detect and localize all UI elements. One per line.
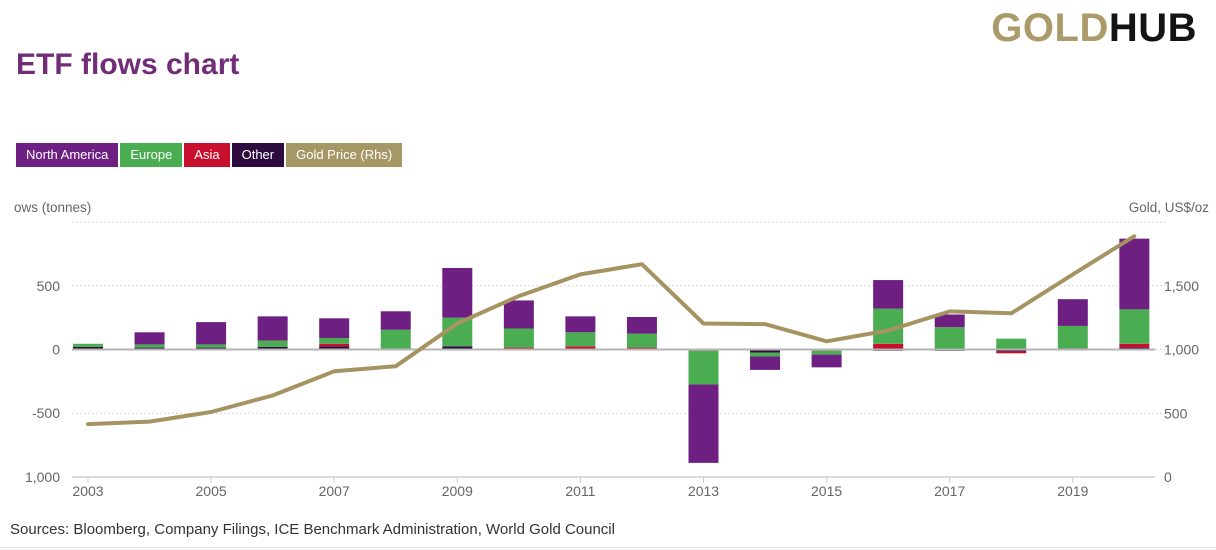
- bar-segment-north-america-2020[interactable]: [1119, 238, 1150, 310]
- bar-segment-other-2006[interactable]: [257, 346, 288, 350]
- bar-segment-europe-2007[interactable]: [319, 338, 350, 344]
- bar-segment-north-america-2010[interactable]: [503, 300, 534, 329]
- goldhub-logo[interactable]: GOLDHUB: [991, 8, 1197, 48]
- legend-item-label: Gold Price (Rhs): [296, 147, 393, 162]
- logo-hub-text: HUB: [1108, 6, 1197, 50]
- x-axis-label-2007: 2007: [319, 483, 350, 499]
- bar-segment-europe-2008[interactable]: [380, 329, 411, 349]
- legend-item-label: Asia: [194, 147, 220, 162]
- chart-legend: North America Europe Asia Other Gold Price (…: [16, 143, 403, 167]
- bar-segment-other-2003[interactable]: [73, 346, 103, 350]
- bar-segment-asia-2018[interactable]: [996, 351, 1027, 354]
- bar-segment-europe-2005[interactable]: [196, 344, 227, 348]
- right-axis-label-500: 500: [1164, 405, 1188, 421]
- bar-segment-europe-2012[interactable]: [626, 333, 657, 348]
- bar-segment-europe-2003[interactable]: [73, 343, 103, 347]
- bar-segment-europe-2010[interactable]: [503, 328, 534, 348]
- bar-segment-asia-2012[interactable]: [626, 347, 657, 349]
- left-axis-title: ows (tonnes): [14, 200, 92, 215]
- bar-segment-europe-2006[interactable]: [257, 340, 288, 347]
- bar-segment-europe-2013[interactable]: [688, 350, 719, 385]
- bar-segment-north-america-2005[interactable]: [196, 322, 227, 345]
- right-axis-label-1,500: 1,500: [1164, 278, 1199, 294]
- bar-segment-other-2007[interactable]: [319, 346, 350, 350]
- bar-segment-north-america-2013[interactable]: [688, 384, 719, 463]
- right-axis-label-0: 0: [1164, 469, 1172, 485]
- bar-segment-other-2014[interactable]: [750, 349, 781, 353]
- bar-segment-europe-2019[interactable]: [1057, 325, 1088, 349]
- bar-segment-north-america-2006[interactable]: [257, 316, 288, 341]
- x-axis-label-2017: 2017: [934, 483, 965, 499]
- sources-text: Sources: Bloomberg, Company Filings, ICE…: [10, 521, 615, 538]
- bar-segment-other-2009[interactable]: [442, 346, 473, 350]
- bar-segment-north-america-2014[interactable]: [750, 356, 781, 370]
- bar-segment-europe-2014[interactable]: [750, 352, 781, 357]
- left-axis-label-500: 500: [37, 278, 61, 294]
- legend-item-asia[interactable]: Asia: [184, 143, 230, 167]
- legend-item-north-america[interactable]: North America: [16, 143, 119, 167]
- right-axis-title: Gold, US$/oz: [1128, 200, 1209, 215]
- bar-segment-europe-2004[interactable]: [134, 344, 165, 348]
- left-axis-label-0: 0: [52, 342, 60, 358]
- x-axis-label-2011: 2011: [565, 483, 595, 499]
- bar-segment-north-america-2012[interactable]: [626, 317, 657, 334]
- bar-segment-europe-2015[interactable]: [811, 350, 842, 355]
- legend-item-other[interactable]: Other: [231, 143, 285, 167]
- x-axis-label-2015: 2015: [811, 483, 842, 499]
- bar-segment-north-america-2015[interactable]: [811, 354, 842, 368]
- x-axis-label-2009: 2009: [442, 483, 473, 499]
- legend-item-gold-price-rhs[interactable]: Gold Price (Rhs): [286, 143, 403, 167]
- legend-item-label: Europe: [130, 147, 173, 162]
- x-axis-label-2005: 2005: [196, 483, 227, 499]
- bar-segment-europe-2020[interactable]: [1119, 309, 1150, 344]
- right-axis-label-1,000: 1,000: [1164, 342, 1199, 358]
- legend-item-label: North America: [26, 147, 109, 162]
- page-title: ETF flows chart: [16, 48, 240, 81]
- bar-segment-north-america-2011[interactable]: [565, 316, 596, 333]
- bar-segment-europe-2018[interactable]: [996, 338, 1027, 350]
- bar-segment-asia-2007[interactable]: [319, 343, 350, 347]
- x-axis-label-2003: 2003: [72, 483, 103, 499]
- page-divider: [0, 547, 1216, 548]
- bar-segment-north-america-2009[interactable]: [442, 267, 473, 318]
- x-axis-label-2013: 2013: [688, 483, 719, 499]
- bar-segment-north-america-2007[interactable]: [319, 318, 350, 339]
- bar-segment-europe-2017[interactable]: [934, 327, 965, 350]
- legend-item-europe[interactable]: Europe: [120, 143, 183, 167]
- bar-segment-north-america-2016[interactable]: [873, 280, 904, 309]
- bar-segment-asia-2016[interactable]: [873, 343, 904, 350]
- bar-segment-asia-2020[interactable]: [1119, 343, 1150, 348]
- bar-segment-north-america-2008[interactable]: [380, 311, 411, 330]
- x-axis-label-2019: 2019: [1057, 483, 1088, 499]
- bar-segment-north-america-2019[interactable]: [1057, 299, 1088, 326]
- bar-segment-europe-2011[interactable]: [565, 332, 596, 347]
- left-axis-label--500: -500: [32, 405, 60, 421]
- bar-segment-asia-2011[interactable]: [565, 346, 596, 350]
- bar-segment-north-america-2017[interactable]: [934, 314, 965, 328]
- logo-gold-text: GOLD: [991, 6, 1109, 50]
- legend-item-label: Other: [241, 147, 275, 162]
- left-axis-label-1,000: 1,000: [25, 469, 60, 485]
- bar-segment-north-america-2004[interactable]: [134, 332, 165, 345]
- gold-price-line[interactable]: [86, 234, 1137, 427]
